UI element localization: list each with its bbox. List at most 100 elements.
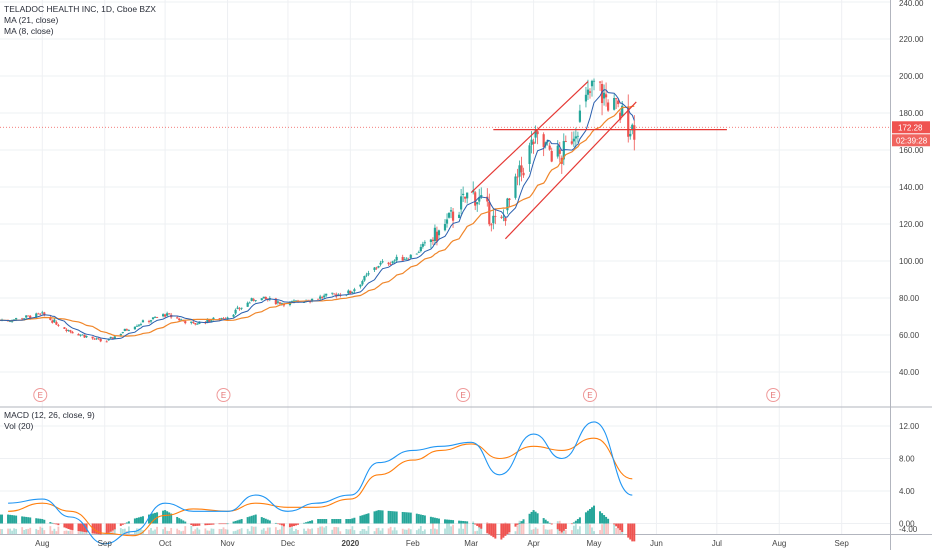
candle-body: [127, 329, 130, 331]
volume-bar: [49, 526, 52, 534]
volume-bar: [464, 521, 467, 534]
macd-histogram-bar: [381, 510, 384, 524]
candle-body: [208, 319, 211, 323]
candle-body: [77, 333, 80, 336]
volume-bar: [156, 526, 158, 534]
candle-body: [23, 318, 26, 320]
earnings-marker-label: E: [38, 391, 43, 400]
macd-histogram-bar: [137, 517, 140, 524]
macd-histogram-bar: [435, 518, 438, 524]
macd-histogram-bar: [35, 518, 38, 524]
macd-histogram-bar: [222, 523, 225, 525]
candle-body: [25, 315, 28, 318]
volume-bar: [448, 521, 450, 534]
macd-histogram-bar: [375, 510, 378, 524]
candle-body: [550, 151, 553, 162]
macd-histogram-bar: [294, 523, 297, 526]
macd-histogram-bar: [429, 516, 432, 524]
volume-bar: [248, 531, 251, 534]
volume-bar: [71, 529, 74, 534]
macd-histogram-bar: [278, 523, 281, 525]
candle-body: [155, 317, 159, 318]
candle-body: [462, 193, 465, 196]
current-price-tag: [892, 121, 930, 134]
volume-bar: [574, 524, 577, 534]
candle-body: [494, 215, 497, 217]
macd-histogram-bar: [460, 520, 463, 524]
candle-body: [198, 321, 201, 324]
macd-histogram-bar: [603, 515, 606, 524]
time-axis-label: Feb: [406, 539, 420, 548]
macd-histogram-bar: [564, 523, 567, 530]
macd-histogram-bar: [319, 519, 322, 524]
macd-histogram-bar: [125, 522, 128, 524]
macd-histogram-bar: [27, 517, 30, 524]
macd-histogram-bar: [7, 514, 10, 524]
volume-bar: [395, 530, 398, 534]
candle-body: [321, 297, 324, 298]
candle-body: [49, 317, 52, 320]
ma21-legend[interactable]: MA (21, close): [4, 15, 59, 25]
macd-histogram-bar: [109, 523, 112, 532]
macd-histogram-bar: [500, 523, 503, 540]
volume-bar: [208, 530, 211, 534]
macd-histogram-bar: [162, 510, 165, 524]
volume-bar: [387, 528, 390, 534]
macd-histogram-bar: [79, 523, 82, 532]
macd-legend-label[interactable]: MACD (12, 26, close, 9): [4, 410, 95, 420]
volume-bar: [13, 528, 15, 534]
volume-bar: [472, 521, 475, 534]
macd-histogram-bar: [476, 523, 479, 526]
candle-body: [264, 296, 267, 300]
macd-histogram-bar: [629, 523, 632, 540]
macd-histogram-bar: [226, 523, 229, 525]
macd-histogram-bar: [488, 523, 491, 535]
macd-histogram-bar: [274, 522, 277, 524]
volume-bar: [474, 531, 477, 534]
macd-histogram-bar: [593, 505, 596, 524]
volume-bar: [579, 526, 581, 534]
macd-histogram-bar: [560, 523, 563, 533]
candle-body: [35, 313, 38, 318]
price-tick-label: 60.00: [899, 331, 920, 340]
volume-bar: [377, 527, 380, 534]
symbol-legend: TELADOC HEALTH INC, 1D, Cboe BZX MA (21,…: [4, 4, 156, 37]
candle-body: [27, 315, 30, 317]
candle-body: [331, 292, 334, 294]
macd-histogram-bar: [81, 523, 84, 532]
macd-histogram-bar: [389, 511, 392, 524]
symbol-title[interactable]: TELADOC HEALTH INC, 1D, Cboe BZX: [4, 4, 156, 14]
earnings-marker: [33, 388, 48, 402]
volume-bar: [218, 528, 221, 534]
volume-bar: [164, 527, 167, 534]
ma8-legend[interactable]: MA (8, close): [4, 26, 54, 36]
candle-body: [502, 216, 505, 218]
macd-histogram-bar: [290, 523, 293, 527]
volume-legend-label[interactable]: Vol (20): [4, 421, 34, 431]
candle-body: [137, 324, 141, 326]
volume-bar: [168, 531, 171, 534]
candle-body: [500, 216, 503, 218]
volume-bar: [436, 529, 438, 534]
volume-bar: [401, 528, 404, 534]
volume-bar: [319, 526, 322, 534]
macd-histogram-bar: [379, 510, 382, 524]
volume-bar: [210, 528, 213, 534]
macd-histogram-bar: [534, 511, 537, 524]
volume-bar: [444, 528, 446, 534]
earnings-marker-label: E: [587, 391, 592, 400]
price-tick-label: 40.00: [899, 368, 920, 377]
macd-line: [8, 421, 633, 545]
price-tick-label: 240.00: [899, 0, 924, 8]
volume-bar: [148, 529, 150, 534]
macd-histogram-bar: [351, 518, 354, 524]
volume-bar: [289, 528, 291, 534]
volume-bar: [438, 522, 440, 534]
candle-body: [631, 124, 634, 131]
candle-body: [606, 102, 610, 111]
candle-body: [149, 320, 153, 322]
volume-bar: [323, 527, 326, 534]
macd-tick-label: 8.00: [899, 455, 915, 464]
candle-body: [93, 338, 96, 340]
